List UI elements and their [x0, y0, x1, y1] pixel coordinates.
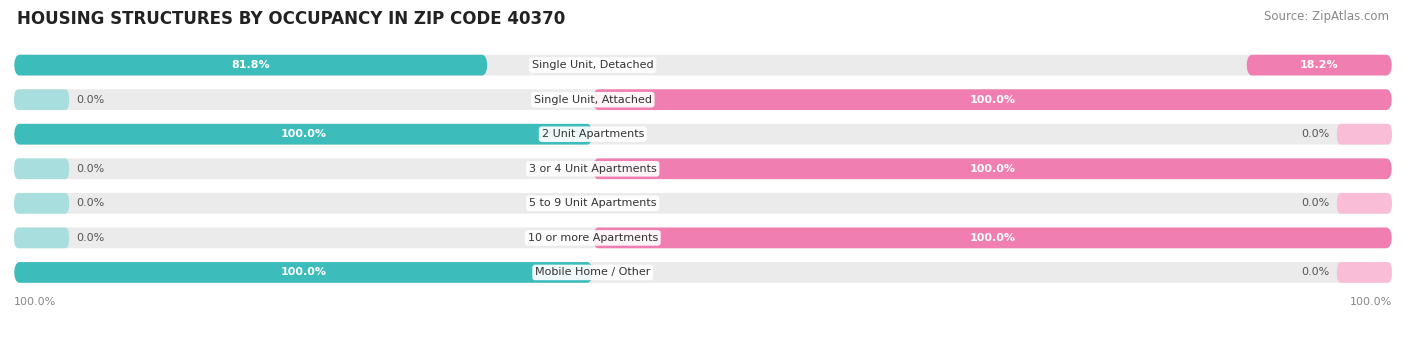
Text: 3 or 4 Unit Apartments: 3 or 4 Unit Apartments [529, 164, 657, 174]
Text: 81.8%: 81.8% [232, 60, 270, 70]
FancyBboxPatch shape [14, 227, 1392, 248]
Text: HOUSING STRUCTURES BY OCCUPANCY IN ZIP CODE 40370: HOUSING STRUCTURES BY OCCUPANCY IN ZIP C… [17, 10, 565, 28]
Text: 0.0%: 0.0% [1302, 198, 1330, 208]
FancyBboxPatch shape [14, 227, 69, 248]
Text: 0.0%: 0.0% [1302, 129, 1330, 139]
Text: Single Unit, Detached: Single Unit, Detached [531, 60, 654, 70]
Text: 100.0%: 100.0% [969, 95, 1015, 105]
FancyBboxPatch shape [1337, 193, 1392, 214]
Text: 100.0%: 100.0% [280, 129, 326, 139]
Text: 0.0%: 0.0% [1302, 267, 1330, 278]
Text: 100.0%: 100.0% [969, 233, 1015, 243]
Text: 2 Unit Apartments: 2 Unit Apartments [541, 129, 644, 139]
FancyBboxPatch shape [1247, 55, 1392, 75]
FancyBboxPatch shape [14, 262, 1392, 283]
Text: 5 to 9 Unit Apartments: 5 to 9 Unit Apartments [529, 198, 657, 208]
FancyBboxPatch shape [14, 89, 1392, 110]
Text: 100.0%: 100.0% [14, 297, 56, 307]
Text: 100.0%: 100.0% [280, 267, 326, 278]
Text: 0.0%: 0.0% [76, 198, 104, 208]
FancyBboxPatch shape [14, 159, 69, 179]
FancyBboxPatch shape [593, 159, 1392, 179]
FancyBboxPatch shape [1337, 262, 1392, 283]
FancyBboxPatch shape [14, 159, 1392, 179]
Text: 0.0%: 0.0% [76, 164, 104, 174]
FancyBboxPatch shape [14, 55, 488, 75]
Text: 0.0%: 0.0% [76, 233, 104, 243]
Text: 100.0%: 100.0% [1350, 297, 1392, 307]
FancyBboxPatch shape [14, 124, 593, 145]
FancyBboxPatch shape [593, 227, 1392, 248]
FancyBboxPatch shape [14, 124, 1392, 145]
FancyBboxPatch shape [14, 193, 1392, 214]
FancyBboxPatch shape [14, 262, 593, 283]
Text: 0.0%: 0.0% [76, 95, 104, 105]
Text: 100.0%: 100.0% [969, 164, 1015, 174]
Text: 18.2%: 18.2% [1301, 60, 1339, 70]
Text: Single Unit, Attached: Single Unit, Attached [534, 95, 652, 105]
FancyBboxPatch shape [1337, 124, 1392, 145]
FancyBboxPatch shape [14, 55, 1392, 75]
Text: 10 or more Apartments: 10 or more Apartments [527, 233, 658, 243]
Text: Mobile Home / Other: Mobile Home / Other [536, 267, 651, 278]
FancyBboxPatch shape [593, 89, 1392, 110]
FancyBboxPatch shape [14, 89, 69, 110]
FancyBboxPatch shape [14, 193, 69, 214]
Text: Source: ZipAtlas.com: Source: ZipAtlas.com [1264, 10, 1389, 23]
